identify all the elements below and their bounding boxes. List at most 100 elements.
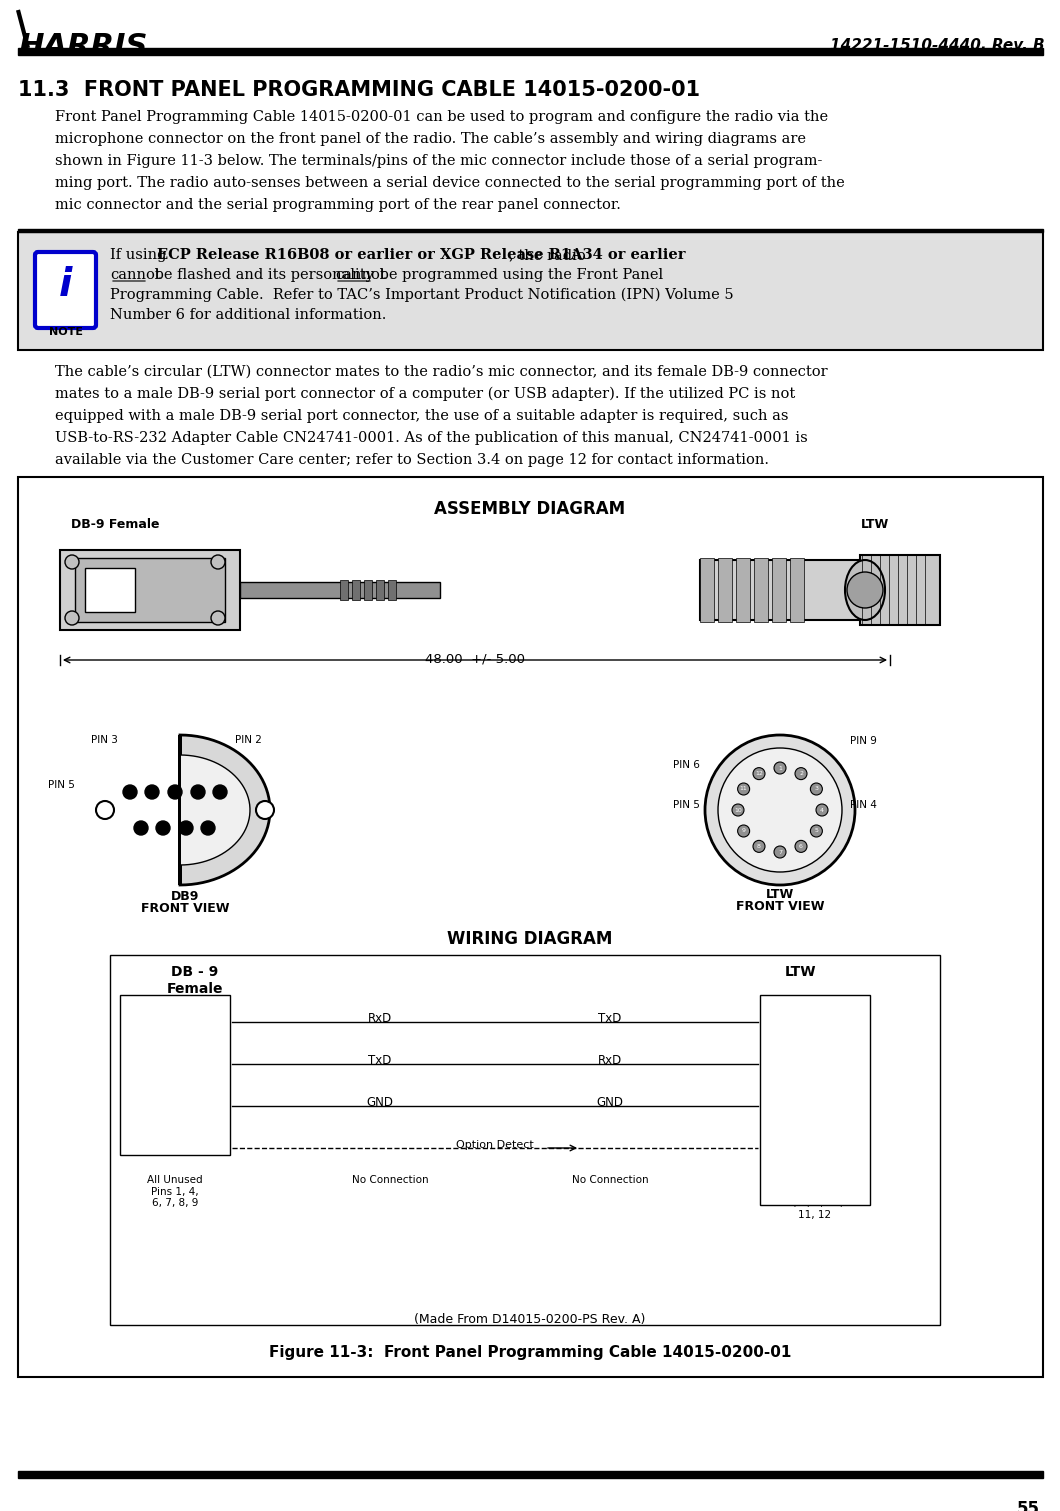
Text: 2: 2: [799, 771, 803, 777]
Circle shape: [65, 610, 80, 626]
Text: RxD: RxD: [368, 1012, 392, 1024]
Circle shape: [211, 610, 225, 626]
Text: Front Panel Programming Cable 14015-0200-01 can be used to program and configure: Front Panel Programming Cable 14015-0200…: [55, 110, 828, 124]
Text: PIN 5: PIN 5: [673, 799, 700, 810]
Text: RxD: RxD: [598, 1055, 622, 1067]
Text: 12: 12: [755, 771, 763, 777]
Text: available via the Customer Care center; refer to Section 3.4 on page 12 for cont: available via the Customer Care center; …: [55, 453, 768, 467]
Circle shape: [753, 768, 765, 780]
Circle shape: [718, 748, 842, 872]
Text: No Connection: No Connection: [571, 1176, 649, 1185]
Circle shape: [774, 762, 787, 774]
Text: 1: 1: [778, 766, 782, 771]
Text: 6: 6: [809, 1139, 822, 1157]
Text: 4: 4: [809, 1055, 822, 1073]
Text: cannot: cannot: [110, 267, 161, 283]
Circle shape: [738, 825, 749, 837]
Text: 11: 11: [740, 787, 747, 792]
Text: TxD: TxD: [598, 1012, 621, 1024]
Text: All Unused
Pins 1, 4,
6, 7, 8, 9: All Unused Pins 1, 4, 6, 7, 8, 9: [147, 1176, 202, 1209]
Bar: [718, 558, 732, 623]
Bar: [754, 558, 768, 623]
Text: 7: 7: [778, 849, 782, 855]
Text: FRONT VIEW: FRONT VIEW: [736, 901, 825, 913]
Circle shape: [738, 783, 749, 795]
Bar: [18, 48, 1043, 54]
Text: microphone connector on the front panel of the radio. The cable’s assembly and w: microphone connector on the front panel …: [55, 131, 806, 147]
Text: 5: 5: [809, 1012, 822, 1031]
Bar: [110, 955, 940, 1325]
Bar: [700, 561, 860, 620]
Text: 11.3  FRONT PANEL PROGRAMMING CABLE 14015-0200-01: 11.3 FRONT PANEL PROGRAMMING CABLE 14015…: [18, 80, 700, 100]
Text: 3: 3: [169, 1055, 181, 1073]
Text: 10: 10: [735, 807, 742, 813]
Text: cannot: cannot: [335, 267, 386, 283]
Text: WIRING DIAGRAM: WIRING DIAGRAM: [447, 929, 613, 947]
Text: 8: 8: [757, 843, 761, 849]
Bar: [18, 1472, 1043, 1478]
Circle shape: [179, 820, 193, 836]
Text: 5: 5: [814, 828, 818, 834]
Text: PIN 6: PIN 6: [673, 760, 700, 771]
Circle shape: [65, 555, 80, 570]
Circle shape: [145, 786, 159, 799]
Bar: [860, 555, 940, 626]
Bar: [700, 558, 714, 623]
Text: mates to a male DB-9 serial port connector of a computer (or USB adapter). If th: mates to a male DB-9 serial port connect…: [55, 387, 795, 402]
Text: TxD: TxD: [368, 1055, 392, 1067]
Text: 4: 4: [820, 807, 824, 813]
Text: PIN 3: PIN 3: [91, 734, 118, 745]
Text: (Made From D14015-0200-PS Rev. A): (Made From D14015-0200-PS Rev. A): [414, 1313, 646, 1327]
Text: equipped with a male DB-9 serial port connector, the use of a suitable adapter i: equipped with a male DB-9 serial port co…: [55, 409, 789, 423]
Text: FRONT VIEW: FRONT VIEW: [141, 902, 229, 916]
Text: LTW: LTW: [784, 966, 816, 979]
Circle shape: [811, 783, 823, 795]
Circle shape: [96, 801, 114, 819]
Text: LTW: LTW: [766, 888, 794, 901]
FancyBboxPatch shape: [35, 252, 96, 328]
Polygon shape: [180, 734, 270, 885]
Bar: [364, 580, 372, 600]
Text: ASSEMBLY DIAGRAM: ASSEMBLY DIAGRAM: [435, 500, 625, 518]
Circle shape: [191, 786, 205, 799]
Text: GND: GND: [367, 1095, 393, 1109]
Text: The cable’s circular (LTW) connector mates to the radio’s mic connector, and its: The cable’s circular (LTW) connector mat…: [55, 366, 828, 379]
Text: GND: GND: [597, 1095, 623, 1109]
Text: 9: 9: [809, 1097, 822, 1115]
Bar: [736, 558, 750, 623]
Circle shape: [201, 820, 215, 836]
Text: Figure 11-3:  Front Panel Programming Cable 14015-0200-01: Figure 11-3: Front Panel Programming Cab…: [269, 1345, 791, 1360]
Bar: [18, 233, 1043, 351]
Text: PIN 9: PIN 9: [850, 736, 877, 746]
Circle shape: [257, 801, 273, 819]
Text: be flashed and its personality: be flashed and its personality: [151, 267, 378, 283]
Circle shape: [705, 734, 855, 885]
Text: mic connector and the serial programming port of the rear panel connector.: mic connector and the serial programming…: [55, 198, 621, 212]
Circle shape: [732, 804, 744, 816]
Text: 55: 55: [1017, 1500, 1040, 1511]
Bar: [18, 477, 1043, 1377]
Circle shape: [795, 768, 807, 780]
Bar: [790, 558, 803, 623]
Circle shape: [213, 786, 227, 799]
Bar: [60, 550, 240, 630]
Text: Number 6 for additional information.: Number 6 for additional information.: [110, 308, 387, 322]
Text: Option Detect: Option Detect: [456, 1139, 534, 1150]
Text: USB-to-RS-232 Adapter Cable CN24741-0001. As of the publication of this manual, : USB-to-RS-232 Adapter Cable CN24741-0001…: [55, 431, 808, 446]
Text: DB9: DB9: [171, 890, 199, 904]
Bar: [772, 558, 787, 623]
Text: All Unused
Pins 1, 2,
3, 7, 8, 10,
11, 12: All Unused Pins 1, 2, 3, 7, 8, 10, 11, 1…: [787, 1176, 843, 1219]
Circle shape: [156, 820, 170, 836]
Text: PIN 4: PIN 4: [850, 799, 877, 810]
Bar: [240, 582, 440, 598]
Text: 9: 9: [742, 828, 745, 834]
Text: If using: If using: [110, 248, 171, 261]
Text: HARRIS: HARRIS: [18, 32, 147, 60]
Text: PIN 2: PIN 2: [235, 734, 262, 745]
Circle shape: [753, 840, 765, 852]
Text: , the radio: , the radio: [509, 248, 586, 261]
Text: 14221-1510-4440, Rev. B: 14221-1510-4440, Rev. B: [830, 38, 1045, 53]
Text: ECP Release R16B08 or earlier or XGP Release R1A34 or earlier: ECP Release R16B08 or earlier or XGP Rel…: [157, 248, 686, 261]
Bar: [760, 996, 870, 1204]
Text: DB-9 Female: DB-9 Female: [71, 518, 159, 530]
